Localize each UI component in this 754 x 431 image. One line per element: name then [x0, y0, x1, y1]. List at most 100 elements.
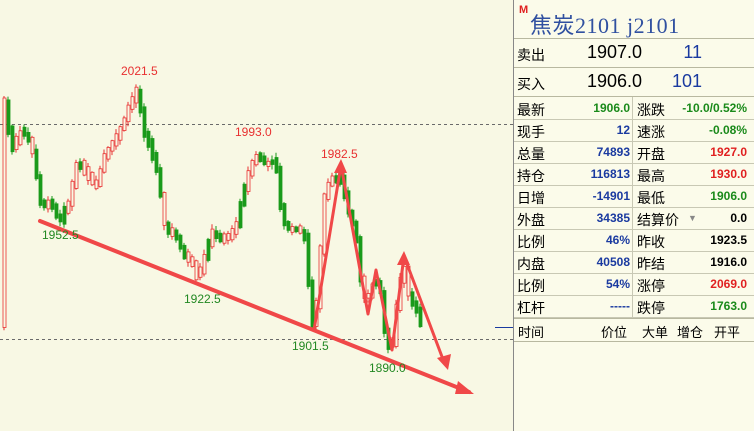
- candle-body: [222, 233, 227, 244]
- candle-body: [110, 140, 115, 152]
- contract-title[interactable]: 焦炭2101 j2101: [530, 13, 680, 38]
- candle-body: [78, 161, 83, 170]
- candle-body: [238, 201, 243, 229]
- candle-body: [38, 174, 43, 206]
- stat-value: -----: [610, 299, 630, 313]
- stat-value: 1930.0: [710, 167, 747, 181]
- ask-volume: 11: [683, 42, 702, 62]
- stat-value: 1763.0: [710, 299, 747, 313]
- candle-body: [26, 131, 31, 143]
- candle-body: [54, 203, 59, 219]
- candle-body: [122, 117, 127, 131]
- bid-volume: 101: [671, 71, 702, 91]
- candle-body: [210, 228, 215, 248]
- stat-label: 结算价: [637, 212, 679, 228]
- candle-body: [106, 146, 111, 160]
- candle-body: [126, 104, 131, 123]
- ask-row[interactable]: 卖出 1907.0 11: [514, 38, 754, 68]
- stat-row: 总量 74893 开盘 1927.0: [514, 141, 754, 164]
- tick-list-body[interactable]: [514, 341, 754, 431]
- tick-header-open-close[interactable]: 开平: [714, 325, 741, 340]
- stat-value: -14901: [592, 189, 630, 203]
- stat-value: 34385: [596, 211, 630, 225]
- candle-body: [50, 198, 55, 210]
- stat-value: 46%: [605, 233, 630, 247]
- trend-annotations: [38, 159, 474, 394]
- candle-body: [74, 162, 79, 189]
- candlestick-chart[interactable]: [0, 0, 513, 431]
- stat-value: 1923.5: [710, 233, 747, 247]
- candle-body: [186, 251, 191, 263]
- candle-body: [14, 135, 19, 151]
- candle-body: [166, 221, 171, 235]
- candle-body: [42, 199, 47, 209]
- stat-value: 12: [616, 123, 630, 137]
- stat-label: 日增: [517, 190, 545, 206]
- stat-divider: [632, 207, 633, 229]
- quote-panel: M 焦炭2101 j2101 卖出 1907.0 11 买入 1906.0 10…: [513, 0, 754, 431]
- stat-value: 40508: [596, 255, 630, 269]
- stat-value: 74893: [596, 145, 630, 159]
- candle-body: [174, 229, 179, 241]
- stat-label: 现手: [517, 124, 545, 140]
- candle-body: [226, 233, 231, 241]
- stat-label: 速涨: [637, 124, 665, 140]
- stat-value: 0.0: [730, 211, 747, 225]
- candle-body: [46, 199, 51, 210]
- candle-body: [278, 165, 283, 210]
- candlestick-chart-pane[interactable]: 2021.5 1993.0 1982.5 1952.5 1922.5 1901.…: [0, 0, 513, 431]
- candle-body: [34, 148, 39, 180]
- candle-body: [30, 136, 35, 155]
- candle-body: [286, 220, 291, 231]
- ask-label: 卖出: [517, 47, 545, 63]
- wave-arrowhead-up-1: [334, 159, 347, 173]
- candle-body: [202, 253, 207, 275]
- candle-body: [290, 226, 295, 233]
- stat-value: 116813: [590, 167, 630, 181]
- candle-body: [218, 232, 223, 243]
- stat-label: 内盘: [517, 256, 545, 272]
- label-high-2021-5: 2021.5: [121, 64, 158, 78]
- stat-label: 昨结: [637, 256, 665, 272]
- stat-label: 外盘: [517, 212, 545, 228]
- candle-body: [162, 192, 167, 226]
- candle-body: [142, 106, 147, 138]
- candle-body: [114, 133, 119, 147]
- candle-body: [118, 126, 123, 141]
- candles-group: [2, 84, 423, 354]
- stat-row: 持仓 116813 最高 1930.0: [514, 163, 754, 186]
- label-low-1901-5: 1901.5: [292, 339, 329, 353]
- wave-arrowhead-up-2: [397, 251, 410, 265]
- stat-value: 2069.0: [710, 277, 747, 291]
- candle-body: [242, 183, 247, 207]
- tick-header-time[interactable]: 时间: [518, 325, 545, 340]
- stat-divider: [632, 295, 633, 317]
- stat-value: -10.0/0.52%: [682, 101, 747, 115]
- stat-label: 最低: [637, 190, 665, 206]
- candle-body: [302, 229, 307, 242]
- trendline-support: [38, 219, 471, 394]
- candle-body: [190, 256, 195, 267]
- stat-divider: [632, 229, 633, 251]
- candle-body: [6, 99, 11, 135]
- candle-body: [258, 152, 263, 163]
- candle-body: [274, 157, 279, 174]
- stat-label: 持仓: [517, 168, 545, 184]
- tick-header-price[interactable]: 价位: [601, 325, 628, 340]
- bid-row[interactable]: 买入 1906.0 101: [514, 67, 754, 97]
- chevron-down-icon[interactable]: ▼: [688, 213, 697, 223]
- candle-body: [322, 193, 327, 255]
- stat-value: 1916.0: [710, 255, 747, 269]
- tick-list-header: 时间 价位 大单 增仓 开平: [514, 318, 754, 342]
- label-high-1982-5: 1982.5: [321, 147, 358, 161]
- stat-value: 1927.0: [710, 145, 747, 159]
- stat-divider: [632, 163, 633, 185]
- tick-header-big-order[interactable]: 大单: [642, 325, 669, 340]
- candle-body: [22, 126, 27, 137]
- candle-body: [182, 244, 187, 260]
- quote-title-bar: M 焦炭2101 j2101: [514, 0, 754, 39]
- stat-label: 昨收: [637, 234, 665, 250]
- tick-header-oi-change[interactable]: 增仓: [677, 325, 704, 340]
- candle-body: [410, 291, 415, 307]
- candle-body: [18, 130, 23, 146]
